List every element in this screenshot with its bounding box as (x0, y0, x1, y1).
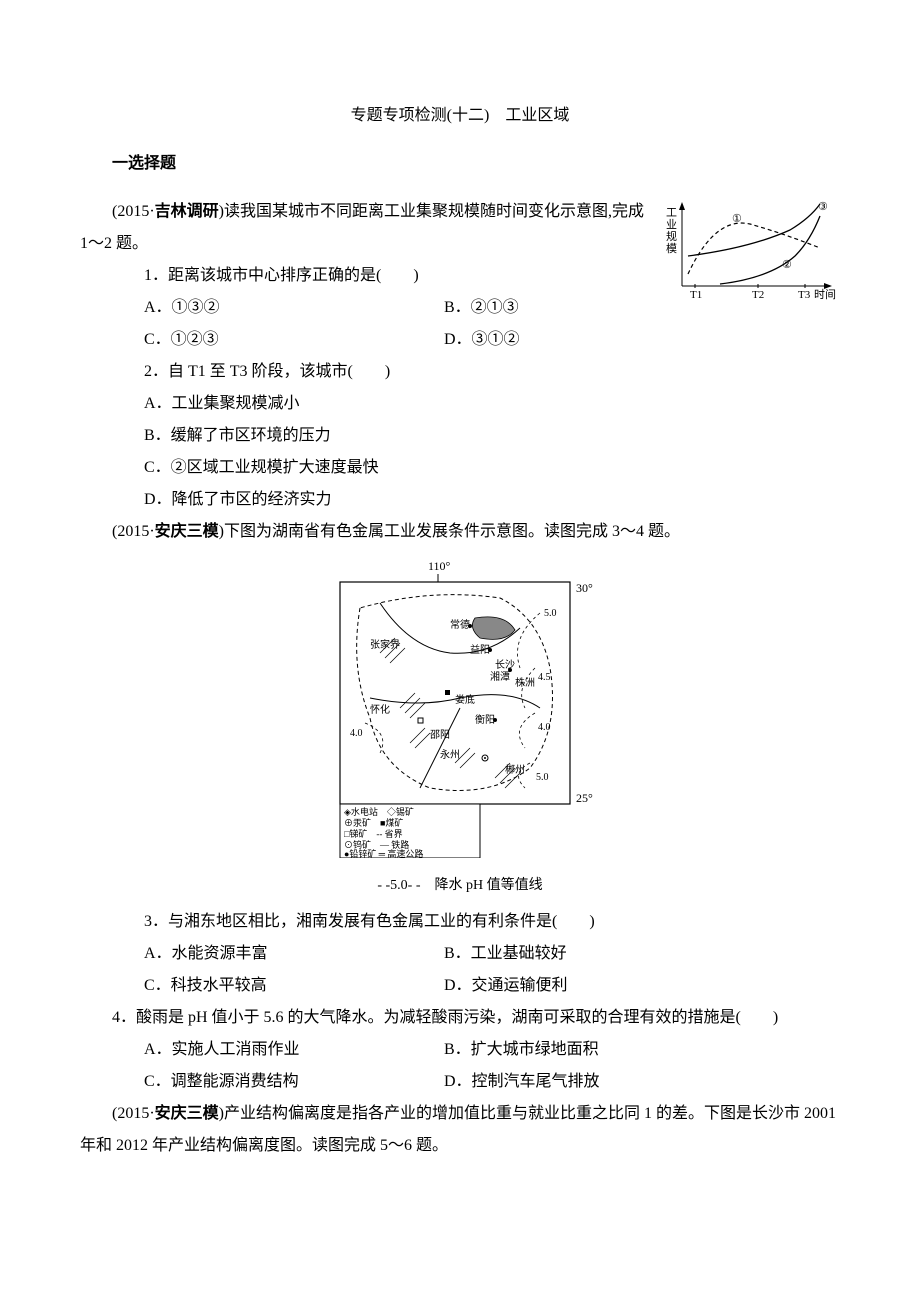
city-hengyang: 衡阳 (475, 714, 495, 726)
city-yiyang: 益阳 (470, 643, 490, 656)
q3-row2: C．科技水平较高 D．交通运输便利 (80, 970, 840, 1002)
coal-symbol (445, 690, 450, 695)
y-axis-char3: 规 (666, 229, 677, 243)
intro-2-c: )下图为湖南省有色金属工业发展条件示意图。读图完成 3～4 题。 (219, 523, 680, 540)
intro-2: (2015·安庆三模)下图为湖南省有色金属工业发展条件示意图。读图完成 3～4 … (80, 516, 840, 548)
city-xiangtan: 湘潭 (490, 670, 510, 683)
q4-opt-c: C．调整能源消费结构 (144, 1066, 444, 1098)
q2-opt-c: C．②区域工业规模扩大速度最快 (80, 452, 840, 484)
intro-2-b: 安庆三模 (155, 523, 219, 540)
q4-row2: C．调整能源消费结构 D．控制汽车尾气排放 (80, 1066, 840, 1098)
q3-opt-b: B．工业基础较好 (444, 938, 567, 970)
q2-opt-b: B．缓解了市区环境的压力 (80, 420, 840, 452)
q1-row1: A．①③② B．②①③ (80, 292, 650, 324)
lon-label: 110° (428, 559, 451, 573)
city-zhangjiajie: 张家界 (370, 638, 400, 651)
map-caption: - -5.0- - 降水 pH 值等值线 (80, 872, 840, 900)
series-2-label: ② (782, 259, 792, 271)
q2-opt-a: A．工业集聚规模减小 (80, 388, 840, 420)
q1-row2: C．①②③ D．③①② (80, 324, 840, 356)
section-heading: 一选择题 (80, 148, 840, 180)
question-2: 2．自 T1 至 T3 阶段，该城市( ) (80, 356, 840, 388)
y-axis-char2: 业 (666, 218, 677, 231)
q4-row1: A．实施人工消雨作业 B．扩大城市绿地面积 (80, 1034, 840, 1066)
contour-label-45: 4.5 (538, 672, 551, 683)
q3-row1: A．水能资源丰富 B．工业基础较好 (80, 938, 840, 970)
legend-row5: ●铅锌矿 ═ 高速公路 (344, 848, 423, 858)
question-3: 3．与湘东地区相比，湘南发展有色金属工业的有利条件是( ) (80, 906, 840, 938)
x-tick-t2: T2 (752, 289, 764, 301)
lat-25: 25° (576, 791, 593, 805)
legend-row1: ◈水电站 ◇锡矿 (344, 806, 414, 817)
x-tick-t1: T1 (690, 289, 702, 301)
legend-row3: □锑矿 -- 省界 (344, 828, 403, 839)
chart-industrial-scale: 工 业 规 模 ① ③ ② T1 T2 T3 时间 (660, 196, 840, 318)
q3-opt-c: C．科技水平较高 (144, 970, 444, 1002)
q1-opt-d: D．③①② (444, 324, 520, 356)
x-tick-t3: T3 (798, 289, 811, 301)
legend-row2: ⊕汞矿 ■煤矿 (344, 817, 403, 828)
series-1 (688, 223, 820, 274)
contour-label-5a: 5.0 (544, 608, 557, 619)
city-huaihua: 怀化 (370, 703, 390, 716)
q1-opt-c: C．①②③ (144, 324, 444, 356)
city-changsha: 长沙 (495, 659, 515, 671)
q3-opt-d: D．交通运输便利 (444, 970, 568, 1002)
series-3 (688, 204, 820, 256)
q4-opt-a: A．实施人工消雨作业 (144, 1034, 444, 1066)
y-axis-char4: 模 (666, 242, 677, 255)
series-3-label: ③ (818, 201, 828, 213)
map-frame (340, 582, 570, 804)
q4-opt-d: D．控制汽车尾气排放 (444, 1066, 600, 1098)
lat-30: 30° (576, 581, 593, 595)
q3-opt-a: A．水能资源丰富 (144, 938, 444, 970)
city-changde: 常德 (450, 618, 470, 631)
intro-2-a: (2015· (112, 523, 155, 540)
contour-label-4a: 4.0 (538, 722, 551, 733)
city-loudi: 娄底 (455, 693, 475, 706)
city-zhuzhou: 株洲 (515, 676, 535, 689)
x-axis-label: 时间 (814, 288, 836, 301)
q1-opt-b: B．②①③ (444, 292, 519, 324)
city-yongzhou: 永州 (440, 748, 460, 761)
intro-1-a: (2015· (112, 203, 155, 220)
series-1-label: ① (732, 213, 742, 225)
city-shaoyang: 邵阳 (430, 729, 450, 741)
q2-opt-d: D．降低了市区的经济实力 (80, 484, 840, 516)
intro-3-a: (2015· (112, 1105, 155, 1122)
intro-3-b: 安庆三模 (155, 1105, 219, 1122)
intro-3: (2015·安庆三模)产业结构偏离度是指各产业的增加值比重与就业比重之比同 1 … (80, 1098, 840, 1162)
map-hunan: 110° 30° 25° 5.0 4.5 4.0 4.0 5.0 常德 张家界 … (80, 558, 840, 900)
contour-label-4b: 4.0 (350, 728, 363, 739)
q1-opt-a: A．①③② (144, 292, 444, 324)
contour-label-5b: 5.0 (536, 772, 549, 783)
question-4: 4．酸雨是 pH 值小于 5.6 的大气降水。为减轻酸雨污染，湖南可采取的合理有… (80, 1002, 840, 1034)
series-2 (720, 216, 820, 284)
q4-opt-b: B．扩大城市绿地面积 (444, 1034, 599, 1066)
page-title: 专题专项检测(十二) 工业区域 (80, 100, 840, 132)
y-axis-char1: 工 (666, 207, 677, 219)
intro-1-b: 吉林调研 (155, 203, 219, 220)
